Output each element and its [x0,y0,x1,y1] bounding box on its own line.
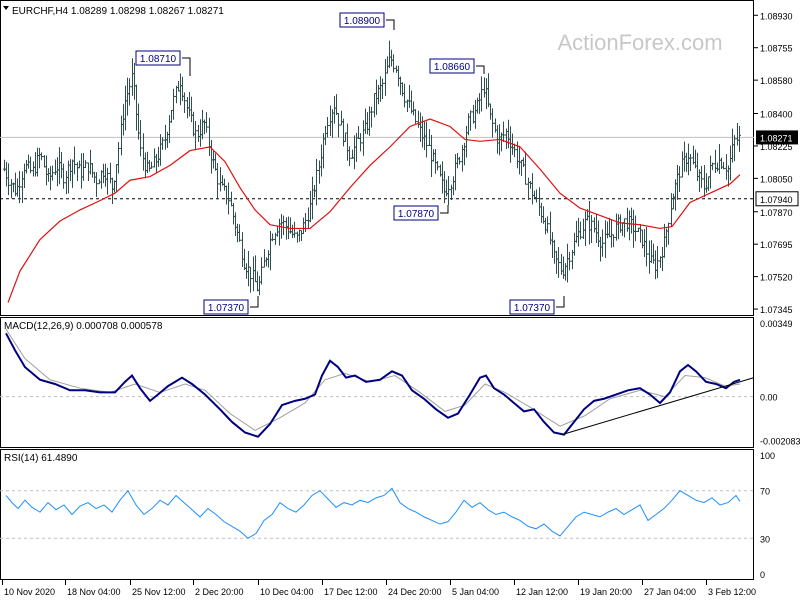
macd-title: MACD(12,26,9) 0.000708 0.000578 [4,321,163,332]
current-price-label: 1.08271 [760,133,793,143]
annotation-leader [386,19,395,30]
macd-line [5,332,741,438]
rsi-y-tick-label: 70 [760,487,770,497]
annotation-leader [476,65,485,74]
annotation-box [429,58,475,74]
panel-frame-1 [0,317,754,448]
panel-frame-0 [0,0,754,316]
y-tick-label: 1.07870 [760,208,793,218]
annotation-leader [556,296,565,308]
x-tick-label: 25 Nov 12:00 [132,587,186,597]
y-tick-label: 1.07520 [760,273,793,283]
x-tick-label: 17 Dec 12:00 [324,587,378,597]
annotation-label: 1.08660 [434,62,471,73]
y-tick-label: 1.08755 [760,44,793,54]
support-price-box [755,191,799,207]
panel-frame-2 [0,449,754,580]
moving-average-line [7,118,741,303]
macd-y-tick-label: 0.00 [760,393,778,403]
x-tick-label: 10 Dec 04:00 [260,587,314,597]
x-tick-label: 19 Jan 20:00 [580,587,632,597]
annotation-box [509,299,555,315]
x-tick-label: 12 Jan 12:00 [516,587,568,597]
annotation-leader [440,205,449,214]
annotation-box [135,50,181,66]
y-tick-label: 1.07695 [760,240,793,250]
y-tick-label: 1.08580 [760,76,793,86]
rsi-line [5,487,741,539]
rsi-y-tick-label: 30 [760,534,770,544]
x-tick-label: 27 Jan 04:00 [644,587,696,597]
x-tick-label: 24 Dec 20:00 [388,587,442,597]
x-tick-label: 5 Jan 04:00 [452,587,499,597]
y-tick-label: 1.07345 [760,305,793,315]
macd-y-tick-label: -0.002083 [760,437,800,447]
y-tick-label: 1.08400 [760,110,793,120]
macd-trendline [561,377,755,436]
annotation-leader [250,296,259,308]
price-header: EURCHF,H4 1.08289 1.08298 1.08267 1.0827… [12,6,224,17]
support-price-label: 1.07940 [760,195,793,205]
rsi-y-tick-label: 0 [760,570,765,580]
annotation-leader [182,57,191,76]
x-tick-label: 3 Feb 12:00 [708,587,756,597]
y-tick-label: 1.08050 [760,174,793,184]
rsi-y-tick-label: 100 [760,451,775,461]
header-triangle-icon [3,6,9,10]
x-tick-label: 18 Nov 04:00 [67,587,121,597]
macd-signal-line [5,328,741,431]
y-tick-label: 1.08225 [760,142,793,152]
current-price-box [756,130,798,145]
annotation-box [339,12,385,28]
x-tick-label: 10 Nov 2020 [4,587,55,597]
annotation-label: 1.08900 [344,16,381,27]
annotation-label: 1.07870 [398,209,435,220]
annotation-label: 1.07370 [208,303,245,314]
y-tick-label: 1.08930 [760,11,793,21]
rsi-title: RSI(14) 61.4890 [4,453,78,464]
annotation-label: 1.08710 [140,54,177,65]
x-tick-label: 2 Dec 20:00 [195,587,244,597]
ohlc-bars [3,40,741,296]
macd-y-tick-label: 0.00349 [760,319,793,329]
annotation-box [393,205,439,221]
annotation-box [203,299,249,315]
watermark: ActionForex.com [557,30,722,55]
annotation-label: 1.07370 [514,303,551,314]
